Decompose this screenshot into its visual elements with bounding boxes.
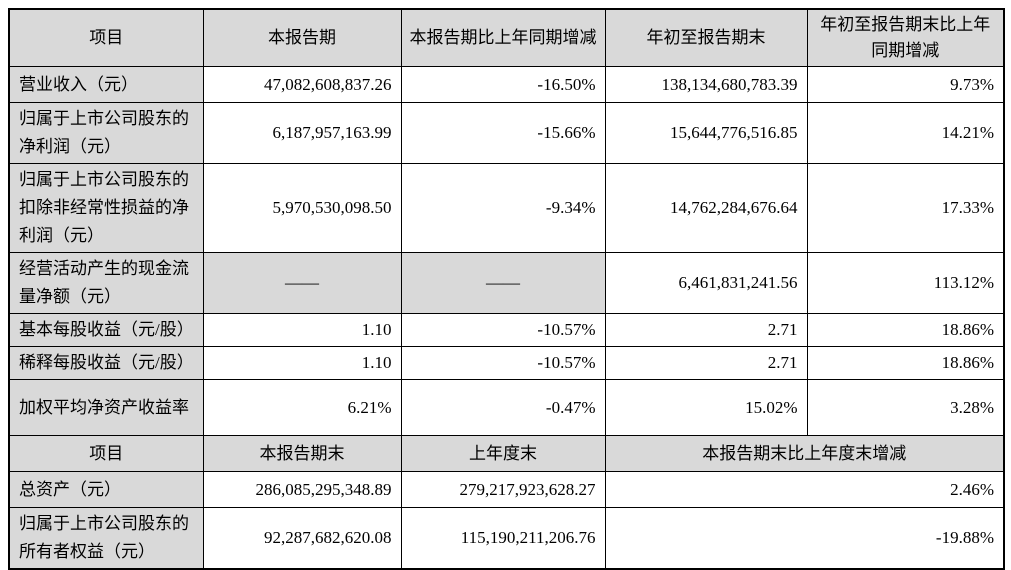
val-ytd-yoy-change: 9.73% (806, 66, 1005, 103)
val-ytd: 138,134,680,783.39 (604, 66, 808, 103)
val-ytd: 6,461,831,241.56 (604, 252, 808, 314)
table-row-basic-eps: 基本每股收益（元/股） 1.10 -10.57% 2.71 18.86% (8, 313, 1005, 347)
table-row-operating-cash-flow: 经营活动产生的现金流量净额（元） —— —— 6,461,831,241.56 … (8, 252, 1005, 314)
header-ytd: 年初至报告期末 (604, 8, 808, 67)
val-current-period: 6.21% (202, 379, 402, 436)
header-ytd-yoy-change: 年初至报告期末比上年同期增减 (806, 8, 1005, 67)
val-period-end: 286,085,295,348.89 (202, 471, 402, 508)
val-current-period: 6,187,957,163.99 (202, 102, 402, 164)
row-label: 归属于上市公司股东的净利润（元） (8, 102, 204, 164)
val-yoy-change: -10.57% (400, 346, 606, 380)
row-label: 归属于上市公司股东的所有者权益（元） (8, 507, 204, 570)
val-current-period: 47,082,608,837.26 (202, 66, 402, 103)
val-yoy-change: -0.47% (400, 379, 606, 436)
table-row-total-assets: 总资产（元） 286,085,295,348.89 279,217,923,62… (8, 471, 1005, 508)
key-financials-table: 项目 本报告期 本报告期比上年同期增减 年初至报告期末 年初至报告期末比上年同期… (8, 8, 1005, 570)
header-prior-year-end: 上年度末 (400, 435, 606, 472)
table-row-net-profit-excl-nonrecurring: 归属于上市公司股东的扣除非经常性损益的净利润（元） 5,970,530,098.… (8, 163, 1005, 253)
header-current-period: 本报告期 (202, 8, 402, 67)
val-ytd: 2.71 (604, 313, 808, 347)
val-end-change: 2.46% (604, 471, 1005, 508)
val-ytd: 15,644,776,516.85 (604, 102, 808, 164)
section2-header-row: 项目 本报告期末 上年度末 本报告期末比上年度末增减 (8, 435, 1005, 472)
val-ytd: 2.71 (604, 346, 808, 380)
header-item: 项目 (8, 8, 204, 67)
row-label: 加权平均净资产收益率 (8, 379, 204, 436)
header-yoy-change: 本报告期比上年同期增减 (400, 8, 606, 67)
row-label: 归属于上市公司股东的扣除非经常性损益的净利润（元） (8, 163, 204, 253)
val-yoy-change: -16.50% (400, 66, 606, 103)
val-ytd-yoy-change: 17.33% (806, 163, 1005, 253)
section1-header-row: 项目 本报告期 本报告期比上年同期增减 年初至报告期末 年初至报告期末比上年同期… (8, 8, 1005, 67)
val-ytd-yoy-change: 18.86% (806, 313, 1005, 347)
val-ytd: 14,762,284,676.64 (604, 163, 808, 253)
table-row-diluted-eps: 稀释每股收益（元/股） 1.10 -10.57% 2.71 18.86% (8, 346, 1005, 380)
header-end-vs-prior-change: 本报告期末比上年度末增减 (604, 435, 1005, 472)
financial-report-page: 项目 本报告期 本报告期比上年同期增减 年初至报告期末 年初至报告期末比上年同期… (8, 8, 1005, 570)
val-prior-year-end: 115,190,211,206.76 (400, 507, 606, 570)
val-period-end: 92,287,682,620.08 (202, 507, 402, 570)
row-label: 经营活动产生的现金流量净额（元） (8, 252, 204, 314)
val-current-period: 1.10 (202, 346, 402, 380)
row-label: 总资产（元） (8, 471, 204, 508)
row-label: 基本每股收益（元/股） (8, 313, 204, 347)
val-end-change: -19.88% (604, 507, 1005, 570)
val-current-period-dash: —— (202, 252, 402, 314)
val-current-period: 5,970,530,098.50 (202, 163, 402, 253)
table-row-owners-equity: 归属于上市公司股东的所有者权益（元） 92,287,682,620.08 115… (8, 507, 1005, 570)
val-current-period: 1.10 (202, 313, 402, 347)
val-ytd-yoy-change: 3.28% (806, 379, 1005, 436)
row-label: 营业收入（元） (8, 66, 204, 103)
val-ytd-yoy-change: 18.86% (806, 346, 1005, 380)
row-label: 稀释每股收益（元/股） (8, 346, 204, 380)
val-ytd-yoy-change: 113.12% (806, 252, 1005, 314)
val-yoy-change: -10.57% (400, 313, 606, 347)
table-row-weighted-avg-roe: 加权平均净资产收益率 6.21% -0.47% 15.02% 3.28% (8, 379, 1005, 436)
val-prior-year-end: 279,217,923,628.27 (400, 471, 606, 508)
val-ytd: 15.02% (604, 379, 808, 436)
val-yoy-change: -9.34% (400, 163, 606, 253)
table-row-net-profit: 归属于上市公司股东的净利润（元） 6,187,957,163.99 -15.66… (8, 102, 1005, 164)
val-yoy-change-dash: —— (400, 252, 606, 314)
header-item-2: 项目 (8, 435, 204, 472)
val-ytd-yoy-change: 14.21% (806, 102, 1005, 164)
table-row-revenue: 营业收入（元） 47,082,608,837.26 -16.50% 138,13… (8, 66, 1005, 103)
val-yoy-change: -15.66% (400, 102, 606, 164)
header-period-end: 本报告期末 (202, 435, 402, 472)
